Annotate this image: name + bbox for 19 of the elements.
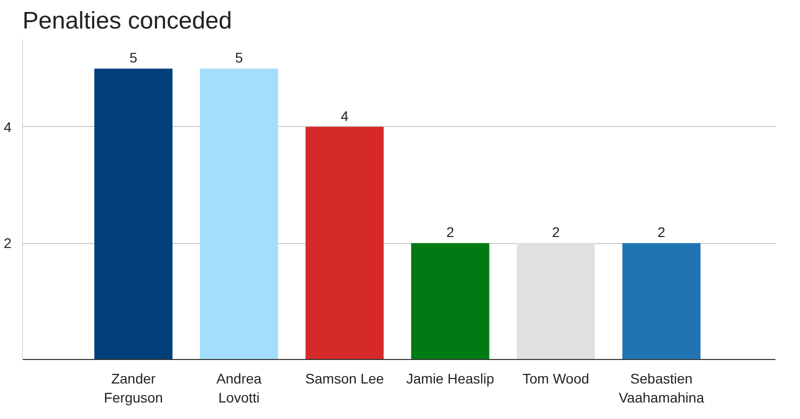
data-label: 4 — [340, 108, 349, 124]
data-label: 2 — [658, 224, 666, 240]
bar — [200, 68, 278, 360]
x-tick-label: Tom Wood — [522, 370, 590, 386]
bar — [622, 243, 701, 360]
x-tick-label: Jamie Heaslip — [406, 370, 494, 386]
data-label: 2 — [446, 224, 454, 240]
x-tick-label: Andrea Lovotti — [216, 370, 262, 406]
x-tick-label: Sebastien Vaahamahina — [618, 370, 704, 406]
chart-title: Penalties conceded — [22, 8, 232, 34]
data-label: 2 — [552, 224, 560, 240]
bar — [516, 243, 595, 360]
data-label: 5 — [235, 50, 244, 66]
x-tick-label: Zander Ferguson — [104, 370, 163, 406]
data-label: 5 — [130, 50, 138, 66]
bar — [306, 126, 384, 360]
x-tick-label: Samson Lee — [305, 370, 384, 386]
bar — [94, 68, 172, 360]
bar — [411, 243, 490, 360]
